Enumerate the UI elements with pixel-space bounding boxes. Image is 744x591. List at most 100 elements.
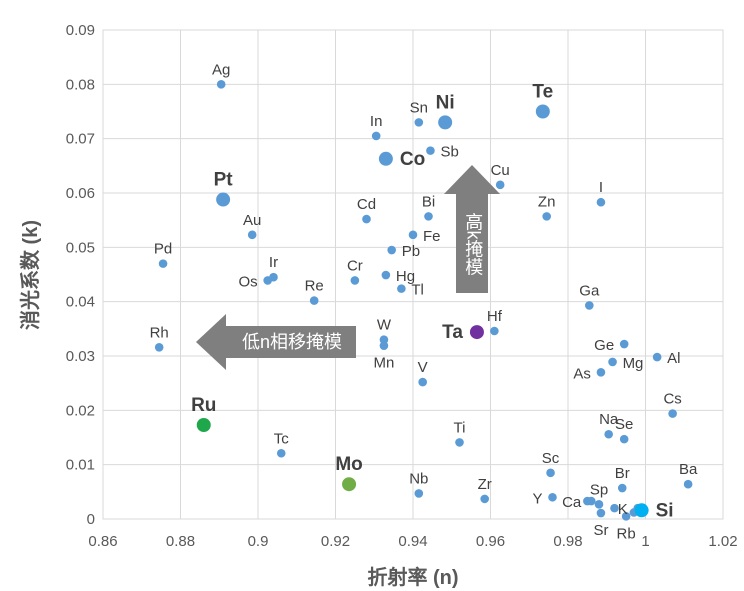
point-ta bbox=[469, 325, 484, 340]
x-axis-title: 折射率 (n) bbox=[367, 565, 458, 589]
label-sn: Sn bbox=[410, 99, 428, 116]
label-br: Br bbox=[615, 465, 630, 482]
point-nb bbox=[414, 489, 424, 498]
point-as bbox=[596, 368, 606, 377]
label-hf: Hf bbox=[487, 308, 503, 325]
label-tl: Tl bbox=[411, 282, 424, 299]
label-au: Au bbox=[243, 212, 261, 229]
point-ca bbox=[586, 496, 596, 506]
x-tick-label: 0.96 bbox=[476, 533, 505, 550]
label-ti: Ti bbox=[454, 419, 466, 436]
point-ga bbox=[585, 301, 594, 310]
point-al bbox=[652, 352, 662, 362]
point-cd bbox=[362, 214, 371, 224]
y-tick-label: 0.02 bbox=[66, 402, 95, 419]
label-re: Re bbox=[305, 278, 324, 295]
point-sp bbox=[594, 500, 604, 509]
point-ru bbox=[196, 418, 211, 433]
point-ni bbox=[438, 115, 453, 130]
point-pt bbox=[216, 192, 231, 207]
x-tick-label: 1.02 bbox=[708, 533, 737, 550]
point-pb bbox=[387, 245, 396, 255]
plot-area-border bbox=[102, 29, 724, 520]
point-mn bbox=[379, 341, 389, 350]
point-pd bbox=[158, 259, 168, 268]
y-tick-label: 0.04 bbox=[66, 294, 95, 311]
label-sp: Sp bbox=[590, 481, 608, 498]
label-hg: Hg bbox=[396, 268, 415, 285]
arrow-high-k-shape bbox=[444, 165, 500, 293]
label-in: In bbox=[370, 113, 383, 130]
label-tc: Tc bbox=[274, 430, 290, 447]
y-tick-label: 0.09 bbox=[66, 22, 95, 39]
point-fe bbox=[408, 230, 418, 240]
label-i: I bbox=[599, 179, 603, 196]
label-pb: Pb bbox=[402, 243, 420, 260]
label-ag: Ag bbox=[212, 61, 230, 78]
label-cr: Cr bbox=[347, 257, 363, 274]
x-tick-label: 0.98 bbox=[553, 533, 582, 550]
y-tick-label: 0.01 bbox=[66, 457, 95, 474]
point-cs bbox=[668, 409, 677, 418]
point-tc bbox=[276, 448, 286, 458]
point-sc bbox=[546, 468, 555, 478]
label-w: W bbox=[377, 317, 392, 334]
label-as: As bbox=[573, 365, 591, 382]
label-v: V bbox=[418, 359, 428, 376]
point-hg bbox=[381, 270, 391, 280]
label-pt: Pt bbox=[214, 170, 234, 191]
label-rb: Rb bbox=[617, 525, 636, 542]
y-tick-label: 0.06 bbox=[66, 185, 95, 202]
point-sb bbox=[426, 146, 435, 155]
label-ga: Ga bbox=[579, 282, 600, 299]
label-bi: Bi bbox=[422, 193, 435, 210]
point-ge bbox=[619, 339, 629, 349]
point-cr bbox=[350, 276, 360, 285]
point-zn bbox=[542, 212, 551, 221]
label-os: Os bbox=[239, 273, 258, 290]
y-axis-title: 消光系数 (k) bbox=[18, 220, 42, 330]
point-co bbox=[378, 151, 393, 166]
point-rh bbox=[154, 343, 164, 352]
arrow-low-n: 低n相移掩模 bbox=[196, 314, 356, 370]
label-fe: Fe bbox=[423, 228, 441, 245]
label-mo: Mo bbox=[335, 454, 362, 475]
y-tick-label: 0.05 bbox=[66, 239, 95, 256]
point-w bbox=[379, 335, 389, 345]
label-rh: Rh bbox=[150, 324, 169, 341]
point-in bbox=[371, 131, 381, 141]
label-te: Te bbox=[532, 82, 553, 103]
y-tick-label: 0.07 bbox=[66, 131, 95, 148]
point-rb bbox=[621, 511, 631, 521]
label-k: K bbox=[618, 501, 628, 518]
label-pd: Pd bbox=[154, 241, 172, 258]
label-sc: Sc bbox=[542, 450, 560, 467]
label-cd: Cd bbox=[357, 196, 376, 213]
arrow-low-n-shape bbox=[196, 314, 356, 370]
label-mg: Mg bbox=[623, 355, 644, 372]
x-tick-label: 0.92 bbox=[321, 533, 350, 550]
point-si bbox=[634, 503, 649, 518]
point-zr bbox=[480, 494, 489, 504]
label-ca: Ca bbox=[562, 494, 582, 511]
label-ir: Ir bbox=[269, 254, 278, 271]
label-mn: Mn bbox=[374, 355, 395, 372]
point-re bbox=[309, 296, 319, 305]
label-sb: Sb bbox=[440, 144, 458, 161]
label-zr: Zr bbox=[478, 476, 492, 493]
point-se bbox=[619, 434, 629, 444]
arrow-high-k: 高k掩模 bbox=[444, 165, 500, 293]
label-ge: Ge bbox=[594, 337, 614, 354]
x-tick-label: 0.86 bbox=[88, 533, 117, 550]
label-cu: Cu bbox=[491, 162, 510, 179]
label-ni: Ni bbox=[436, 92, 455, 113]
point-au bbox=[247, 230, 257, 240]
x-tick-label: 0.88 bbox=[166, 533, 195, 550]
point-ag bbox=[216, 80, 226, 89]
label-co: Co bbox=[400, 149, 425, 170]
label-al: Al bbox=[667, 350, 680, 367]
x-tick-label: 0.94 bbox=[398, 533, 427, 550]
label-zn: Zn bbox=[538, 193, 556, 210]
y-tick-label: 0 bbox=[87, 511, 95, 528]
